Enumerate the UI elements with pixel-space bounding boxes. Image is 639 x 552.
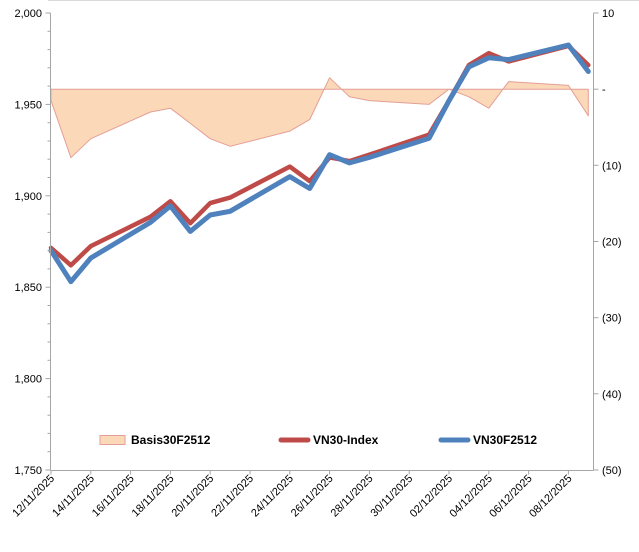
- left-axis-tick-label: 2,000: [14, 8, 42, 20]
- right-axis-tick-label: (30): [602, 313, 622, 325]
- x-axis-tick-label: 20/11/2025: [169, 473, 216, 520]
- x-axis-tick-label: 22/11/2025: [209, 473, 256, 520]
- right-axis-tick-label: -: [602, 84, 606, 96]
- right-axis-tick-label: (40): [602, 389, 622, 401]
- x-axis-tick-label: 08/12/2025: [527, 473, 574, 520]
- left-axis-tick-label: 1,950: [14, 99, 42, 111]
- legend-swatch-basis: [99, 435, 126, 445]
- legend-label-basis: Basis30F2512: [131, 433, 211, 447]
- right-axis-tick-label: (10): [602, 160, 622, 172]
- x-axis-tick-label: 28/11/2025: [329, 473, 376, 520]
- x-axis-tick-label: 26/11/2025: [289, 473, 336, 520]
- x-axis-tick-label: 14/11/2025: [50, 473, 97, 520]
- x-axis-tick-label: 18/11/2025: [130, 473, 177, 520]
- right-axis-tick-label: (20): [602, 237, 622, 249]
- left-axis-tick-label: 1,800: [14, 374, 42, 386]
- basis-area-series: [50, 77, 589, 159]
- right-axis-tick-label: 10: [602, 8, 614, 20]
- x-axis-tick-label: 12/11/2025: [10, 473, 57, 520]
- legend-label-vn30-index: VN30-Index: [313, 433, 379, 447]
- vn30f2512-line-series: [48, 42, 591, 285]
- x-axis-tick-label: 16/11/2025: [90, 473, 137, 520]
- left-axis-tick-label: 1,850: [14, 282, 42, 294]
- x-axis-tick-label: 24/11/2025: [249, 473, 296, 520]
- right-axis-tick-label: (50): [602, 465, 622, 477]
- left-axis-tick-label: 1,750: [14, 465, 42, 477]
- legend-label-vn30f2512: VN30F2512: [473, 433, 537, 447]
- left-axis-tick-label: 1,900: [14, 191, 42, 203]
